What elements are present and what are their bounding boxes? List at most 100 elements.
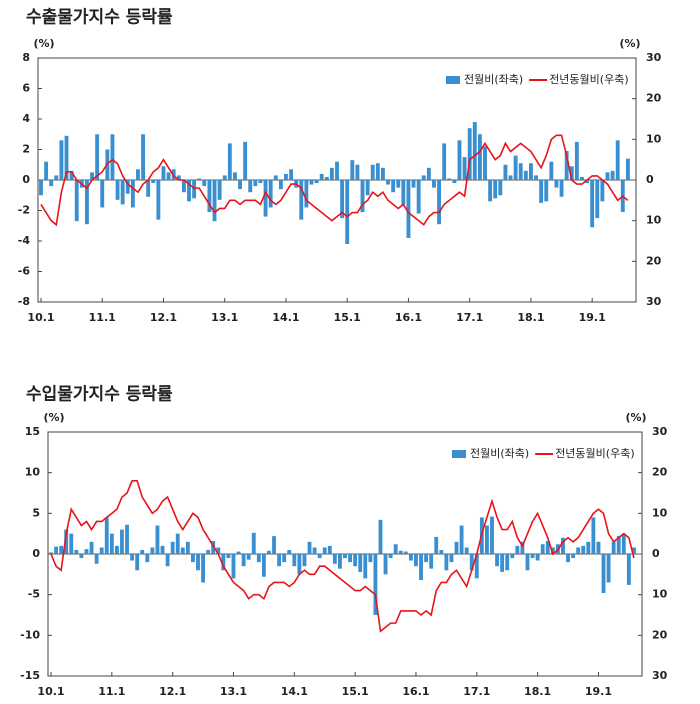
bar bbox=[343, 554, 347, 559]
bar bbox=[231, 554, 236, 579]
y-tick-label: 5 bbox=[32, 506, 40, 519]
bar bbox=[447, 178, 452, 180]
bar bbox=[140, 549, 145, 554]
bar bbox=[396, 180, 401, 188]
bar bbox=[338, 554, 342, 569]
bar bbox=[100, 180, 105, 208]
bar bbox=[165, 554, 170, 567]
y-tick-label: -4 bbox=[18, 234, 31, 247]
bar bbox=[207, 180, 212, 213]
bar bbox=[39, 180, 43, 196]
x-tick-label: 16.1 bbox=[395, 311, 422, 324]
bar bbox=[151, 180, 156, 184]
bar bbox=[464, 547, 469, 554]
bar bbox=[74, 180, 79, 222]
bar bbox=[368, 554, 373, 563]
bar bbox=[221, 554, 226, 571]
bar bbox=[176, 175, 181, 180]
bar bbox=[550, 547, 555, 554]
bar bbox=[483, 146, 487, 180]
y2-tick-label: 0 bbox=[646, 173, 654, 186]
bar bbox=[299, 180, 304, 220]
bar bbox=[600, 180, 605, 202]
bar bbox=[278, 180, 283, 190]
bar bbox=[307, 541, 312, 554]
bar bbox=[539, 180, 544, 203]
bar bbox=[610, 170, 615, 180]
line bbox=[40, 134, 629, 227]
bar bbox=[94, 554, 99, 564]
bar bbox=[571, 554, 576, 559]
bar bbox=[196, 554, 200, 571]
bar bbox=[615, 140, 620, 180]
bar bbox=[528, 163, 533, 180]
bar bbox=[434, 536, 439, 554]
bar bbox=[340, 180, 345, 219]
bar bbox=[216, 547, 221, 554]
bar bbox=[170, 541, 175, 554]
y2-tick-label: 10 bbox=[652, 588, 668, 601]
bar bbox=[324, 176, 329, 180]
y2-tick-label: 30 bbox=[652, 669, 668, 682]
bar bbox=[388, 554, 393, 559]
bar bbox=[161, 166, 166, 180]
bar bbox=[267, 550, 271, 554]
bar bbox=[363, 554, 368, 579]
bar bbox=[114, 545, 119, 554]
y-unit: (%) bbox=[43, 411, 64, 424]
bar bbox=[236, 551, 241, 554]
x-tick-label: 12.1 bbox=[159, 685, 186, 698]
y2-tick-label: 20 bbox=[646, 92, 662, 105]
y-tick-label: 0 bbox=[32, 547, 40, 560]
bar bbox=[523, 170, 528, 180]
bar bbox=[120, 180, 125, 205]
bar bbox=[289, 169, 294, 180]
bar bbox=[277, 554, 282, 567]
y-tick-label: 0 bbox=[22, 173, 30, 186]
bar bbox=[535, 554, 540, 561]
x-tick-label: 18.1 bbox=[524, 685, 551, 698]
bar bbox=[287, 549, 292, 554]
bar bbox=[59, 140, 64, 180]
x-tick-label: 19.1 bbox=[579, 311, 606, 324]
bar bbox=[520, 541, 525, 554]
y2-unit: (%) bbox=[619, 37, 640, 50]
bar bbox=[348, 554, 352, 563]
bar bbox=[222, 175, 227, 180]
bar bbox=[488, 180, 493, 202]
bar bbox=[621, 533, 626, 554]
bar bbox=[601, 554, 606, 594]
bar bbox=[312, 547, 317, 554]
bar bbox=[426, 167, 431, 180]
legend-label: 전년동월비(우축) bbox=[549, 73, 628, 86]
bar bbox=[166, 172, 171, 180]
bar bbox=[559, 180, 564, 197]
bar bbox=[442, 143, 447, 180]
y2-tick-label: 30 bbox=[652, 425, 668, 438]
bar bbox=[185, 541, 190, 554]
x-tick-label: 12.1 bbox=[150, 311, 177, 324]
bar bbox=[437, 180, 442, 225]
y-tick-label: -6 bbox=[18, 265, 31, 278]
x-tick-label: 13.1 bbox=[211, 311, 238, 324]
bar bbox=[155, 525, 160, 554]
y-tick-label: 2 bbox=[22, 143, 30, 156]
bar bbox=[282, 554, 287, 563]
bar bbox=[419, 554, 423, 581]
bar bbox=[416, 180, 421, 214]
y-tick-label: -8 bbox=[18, 295, 30, 308]
x-tick-label: 10.1 bbox=[37, 685, 64, 698]
bar bbox=[391, 180, 396, 193]
bar bbox=[130, 554, 135, 561]
x-tick-label: 17.1 bbox=[456, 311, 483, 324]
bar bbox=[192, 180, 197, 199]
bar bbox=[421, 175, 426, 180]
bar bbox=[130, 180, 135, 208]
bar bbox=[566, 554, 570, 563]
bar bbox=[581, 545, 586, 554]
bar bbox=[345, 180, 350, 245]
bar bbox=[580, 176, 584, 180]
bar bbox=[611, 541, 616, 554]
y2-tick-label: 10 bbox=[646, 132, 662, 145]
bar bbox=[462, 157, 467, 180]
